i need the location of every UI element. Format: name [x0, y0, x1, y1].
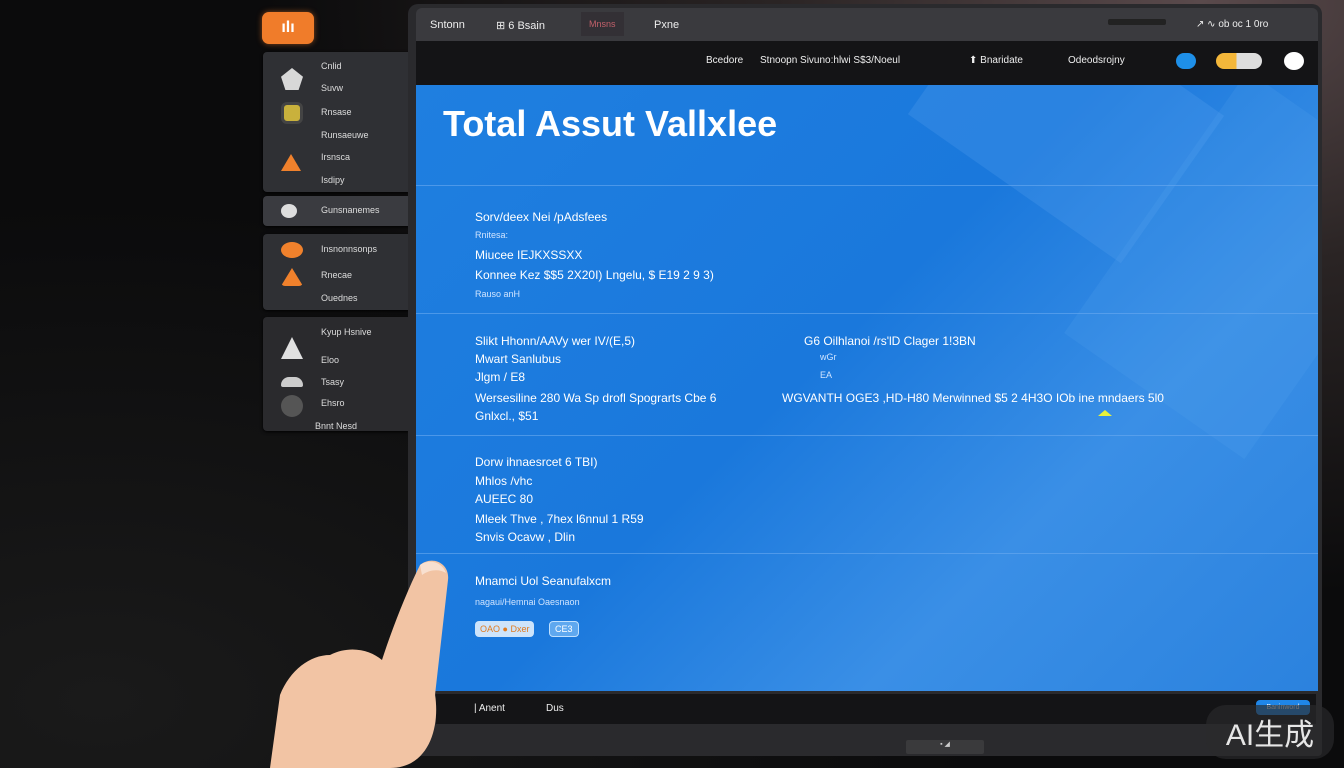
header-link[interactable]: Stnoopn Sivuno:hlwi S$3/Noeul [760, 55, 901, 66]
info-line: G6 Oilhlanoi /rs'lD Clager 1!3BN [804, 334, 976, 348]
theme-toggle[interactable] [1216, 53, 1262, 69]
info-line: Mwart Sanlubus [475, 352, 562, 366]
info-line: WGVANTH OGE3 ,HD-H80 Merwinned $5 2 4H3O… [782, 391, 1164, 405]
pentagon-icon [281, 68, 303, 90]
status-chip[interactable]: OAO ● Dxer [475, 621, 535, 637]
sidebar-item[interactable]: Insnonnsonps [321, 244, 378, 254]
info-line: Dorw ihnaesrcet 6 TBI) [475, 455, 598, 469]
window-controls[interactable]: ↗ ∿ ob oc 1 0ro [1196, 19, 1269, 30]
info-line: Slikt Hhonn/AAVy wer IV/(E,5) [475, 334, 636, 348]
monitor-stand: ▪ ◢ [906, 740, 984, 754]
sidebar-item[interactable]: Tsasy [321, 377, 345, 387]
sidebar-item[interactable]: Kyup Hsnive [321, 327, 372, 337]
circle-icon [281, 242, 303, 258]
sidebar-group-1: Cnlid Suvw Rnsase Runsaeuwe Irsnsca Isdi… [263, 52, 409, 192]
bottom-bar: | Anent Dus Baninword [436, 694, 1316, 724]
watermark: AI生成 [1206, 705, 1334, 759]
warning-icon [281, 154, 301, 171]
sidebar-item[interactable]: Cnlid [321, 61, 342, 71]
divider [416, 185, 1318, 186]
bottom-link[interactable]: Dus [546, 703, 564, 714]
warning-icon [281, 268, 303, 286]
section-subtitle: nagaui/Hemnai Oaesnaon [475, 597, 580, 607]
info-line: EA [820, 370, 833, 380]
sidebar-item[interactable]: Ehsro [321, 398, 345, 408]
sidebar-item[interactable]: Gunsnanemes [321, 205, 380, 215]
divider [416, 435, 1318, 436]
header-link[interactable]: Odeodsrojny [1068, 55, 1125, 66]
info-line: Rauso anH [475, 289, 521, 299]
status-chip[interactable]: CE3 [549, 621, 579, 637]
info-line: Rnitesa: [475, 230, 509, 240]
info-line: Gnlxcl., $51 [475, 409, 539, 423]
cursor-icon [1098, 410, 1112, 416]
tab[interactable]: Sntonn [430, 19, 465, 31]
page-title: Total Assut Vallxlee [443, 103, 778, 144]
bottom-link[interactable]: | Anent [474, 703, 505, 714]
sidebar-group-2[interactable]: Gunsnanemes [263, 196, 409, 226]
sidebar-item[interactable]: Rnsase [321, 107, 352, 117]
info-line: Mhlos /vhc [475, 474, 533, 488]
info-line: Sorv/deex Nei /pAdsfees [475, 210, 608, 224]
sidebar-item[interactable]: Isdipy [321, 175, 345, 185]
alert-icon [281, 337, 303, 359]
sidebar-group-3: Insnonnsonps Rnecae Ouednes [263, 234, 409, 310]
app-logo-button[interactable]: ılı [262, 12, 314, 44]
tab[interactable]: ⊞ 6 Bsain [496, 20, 545, 32]
sidebar-group-4: Kyup Hsnive Eloo Tsasy Ehsro Bnnt Nesd [263, 317, 409, 431]
search-bar[interactable] [1108, 19, 1166, 25]
avatar[interactable] [1284, 52, 1304, 70]
hat-icon [281, 377, 303, 387]
info-line: Snvis Ocavw , Dlin [475, 530, 576, 544]
header: Bcedore Stnoopn Sivuno:hlwi S$3/Noeul ⬆ … [416, 41, 1318, 85]
info-line: Miucee IEJKXSSXX [475, 248, 583, 262]
sidebar-item[interactable]: Bnnt Nesd [315, 421, 358, 431]
sidebar-item[interactable]: Rnecae [321, 270, 353, 280]
badge-icon [281, 102, 303, 124]
divider [416, 553, 1318, 554]
main-content: Total Assut Vallxlee Sorv/deex Nei /pAds… [416, 85, 1318, 691]
help-icon[interactable] [1176, 53, 1196, 69]
pointing-hand [270, 560, 449, 768]
info-line: Mleek Thve , 7hex l6nnul 1 R59 [475, 512, 644, 526]
user-icon [281, 395, 303, 417]
section-title: Mnamci Uol Seanufalxcm [475, 574, 612, 588]
settings-icon [281, 204, 297, 218]
header-link[interactable]: ⬆ Bnaridate [969, 55, 1023, 66]
info-line: AUEEC 80 [475, 492, 534, 506]
sidebar-item[interactable]: Suvw [321, 83, 344, 93]
sidebar-item[interactable]: Irsnsca [321, 152, 351, 162]
top-bar: Sntonn ⊞ 6 Bsain Mnsns Pxne ↗ ∿ ob oc 1 … [416, 8, 1318, 41]
sidebar-item[interactable]: Ouednes [321, 293, 358, 303]
sidebar-item[interactable]: Eloo [321, 355, 340, 365]
info-line: Wersesiline 280 Wa Sp drofl Spograrts Cb… [475, 391, 717, 405]
sidebar-item[interactable]: Runsaeuwe [321, 130, 369, 140]
info-line: Jlgm / E8 [475, 370, 526, 384]
header-link[interactable]: Bcedore [706, 55, 744, 66]
info-line: wGr [820, 352, 837, 362]
tab-active[interactable]: Mnsns [581, 12, 624, 36]
divider [416, 313, 1318, 314]
chart-icon: ılı [281, 19, 295, 36]
info-line: Konnee Kez $$5 2X20I) Lngelu, $ E19 2 9 … [475, 268, 714, 282]
tab[interactable]: Pxne [654, 19, 680, 31]
